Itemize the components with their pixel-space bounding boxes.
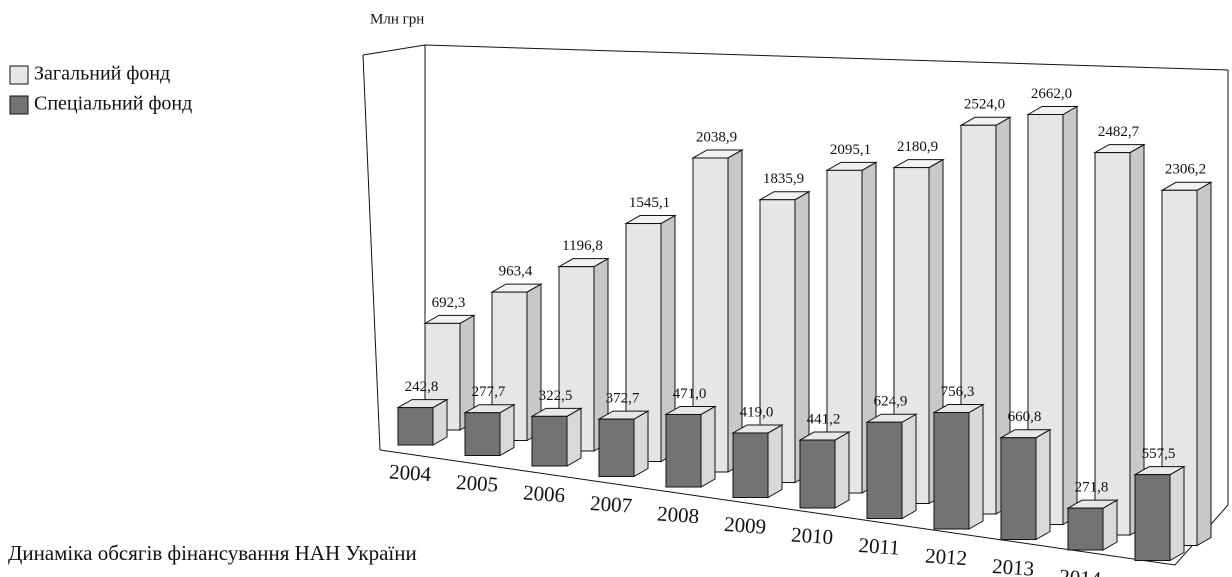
- x-tick-label: 2004: [388, 459, 432, 486]
- value-label: 1545,1: [629, 195, 670, 211]
- bar-side: [767, 424, 783, 499]
- x-tick-label: 2010: [790, 522, 834, 549]
- bar: [597, 410, 650, 478]
- wall-top: [362, 44, 1229, 71]
- bar: [463, 403, 516, 457]
- bar: [999, 428, 1052, 541]
- bar: [865, 413, 918, 520]
- value-label: 419,0: [740, 404, 774, 420]
- bar: [798, 431, 851, 509]
- x-tick-label: 2007: [589, 491, 633, 518]
- bar-side: [1035, 428, 1051, 541]
- x-tick-label: 2008: [656, 501, 700, 528]
- bar: [1160, 181, 1213, 547]
- x-tick-label: 2014: [1058, 564, 1102, 577]
- bar-front: [799, 439, 836, 509]
- value-label: 2038,9: [696, 129, 737, 145]
- value-label: 2524,0: [964, 97, 1005, 113]
- x-tick-label: 2011: [858, 533, 901, 560]
- bar-front: [1067, 507, 1104, 551]
- wall-left: [362, 54, 381, 451]
- bar-side: [1196, 181, 1212, 547]
- value-label: 271,8: [1075, 480, 1109, 496]
- value-label: 2306,2: [1165, 162, 1206, 178]
- bar-side: [901, 413, 917, 520]
- bar: [396, 398, 449, 446]
- bar-side: [566, 407, 582, 467]
- bar: [530, 407, 583, 467]
- bar-side: [968, 403, 984, 530]
- x-tick-label: 2015: [1125, 575, 1169, 577]
- value-label: 441,2: [807, 411, 841, 427]
- bar: [1133, 465, 1186, 562]
- value-label: 277,7: [472, 384, 506, 400]
- value-label: 242,8: [405, 379, 439, 395]
- value-label: 372,7: [606, 391, 640, 407]
- legend-swatch: [9, 65, 29, 85]
- value-label: 557,5: [1142, 446, 1176, 462]
- bar-front: [464, 412, 501, 457]
- bar-front: [1134, 474, 1171, 562]
- bar-front: [1094, 152, 1131, 536]
- value-label: 692,3: [432, 295, 466, 311]
- bar-front: [1000, 437, 1037, 540]
- chart-title: Динаміка обсягів фінансування НАН Україн…: [8, 541, 417, 565]
- value-label: 322,5: [539, 388, 573, 404]
- bar-front: [866, 421, 903, 520]
- bar-front: [397, 407, 434, 446]
- x-tick-label: 2009: [723, 512, 767, 539]
- bar-side: [727, 149, 743, 473]
- bar: [932, 403, 985, 530]
- value-label: 2662,0: [1031, 86, 1072, 102]
- value-label: 2482,7: [1098, 124, 1140, 140]
- legend-label: Загальний фонд: [34, 63, 170, 85]
- bar-side: [499, 403, 515, 457]
- bar-side: [633, 410, 649, 478]
- bar-side: [1062, 105, 1078, 526]
- y-axis-label: Млн грн: [370, 11, 424, 27]
- value-label: 624,9: [874, 394, 908, 410]
- bar-side: [1102, 499, 1118, 551]
- bar-side: [700, 405, 716, 488]
- x-tick-label: 2012: [924, 543, 968, 570]
- bar-front: [665, 413, 702, 488]
- value-label: 756,3: [941, 384, 975, 400]
- value-label: 471,0: [673, 386, 707, 402]
- x-tick-label: 2005: [455, 470, 499, 497]
- value-label: 660,8: [1008, 409, 1042, 425]
- bar-front: [732, 432, 769, 499]
- bar: [1093, 143, 1146, 536]
- value-label: 2180,9: [897, 139, 938, 155]
- value-label: 963,4: [499, 264, 533, 280]
- value-label: 1835,9: [763, 171, 804, 187]
- bar-front: [933, 412, 970, 530]
- legend-label: Спеціальний фонд: [34, 93, 192, 115]
- x-tick-label: 2006: [522, 480, 566, 507]
- bar-front: [598, 418, 635, 478]
- bar-front: [531, 415, 568, 467]
- bar-side: [1169, 465, 1185, 562]
- bar: [731, 424, 784, 499]
- bar: [1066, 499, 1119, 551]
- x-tick-label: 2013: [991, 554, 1035, 577]
- value-label: 2095,1: [830, 142, 871, 158]
- bar-side: [834, 431, 850, 509]
- bar: [664, 405, 717, 488]
- value-label: 1196,8: [562, 238, 603, 254]
- legend-swatch: [9, 95, 29, 115]
